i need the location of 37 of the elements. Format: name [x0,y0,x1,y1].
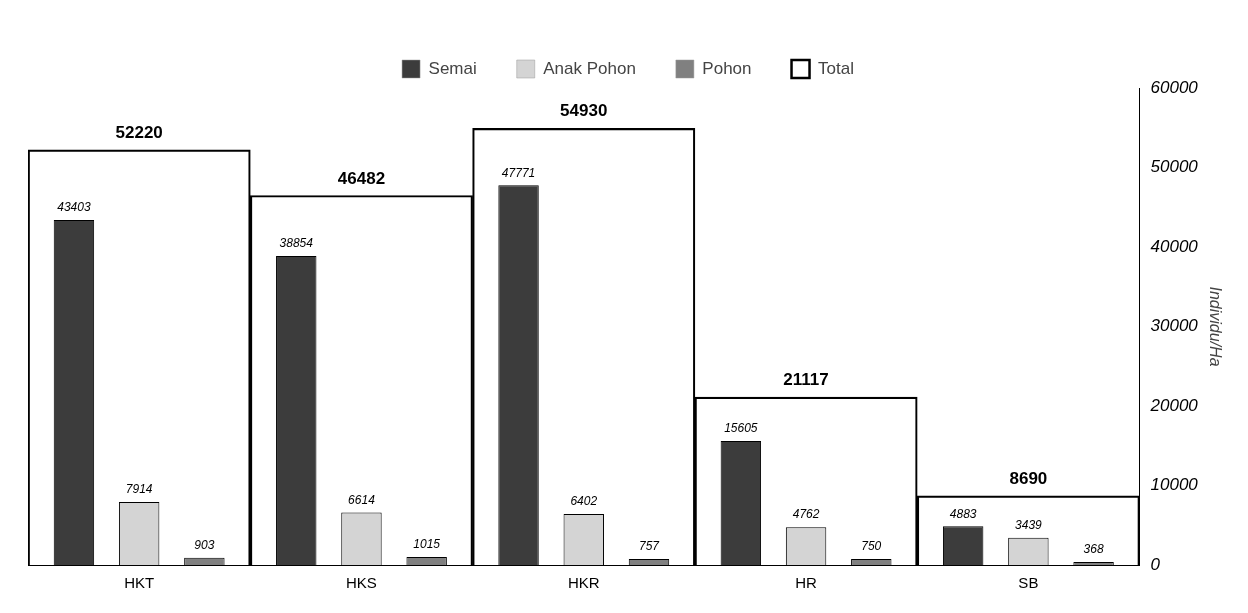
data-label: 1015 [413,537,441,552]
data-label: 47771 [501,165,536,180]
x-tick-label: SB [1018,574,1039,592]
data-label: 21117 [783,370,829,390]
data-label: 757 [638,539,661,554]
legend-label: Pohon [702,58,752,78]
legend-label: Semai [428,58,477,78]
legend-label: Anak Pohon [543,58,636,78]
data-label: 4762 [792,507,820,522]
data-label: 46482 [337,168,386,188]
y-axis-title: Individu/Ha [1206,286,1224,367]
data-label: 52220 [115,123,163,143]
data-label: 6614 [348,492,376,507]
x-tick-label: HKR [567,574,600,592]
x-tick-label: HKT [124,574,155,592]
y-tick-label: 50000 [1150,157,1199,177]
data-label: 43403 [57,200,91,215]
data-label: 368 [1083,542,1104,557]
data-label: 3439 [1015,518,1043,532]
data-label: 54930 [560,101,608,121]
y-tick-label: 0 [1150,554,1161,574]
data-label: 750 [861,539,882,554]
x-tick-label: HKS [346,574,377,592]
y-tick-label: 20000 [1149,395,1199,415]
y-tick-label: 40000 [1150,236,1199,256]
x-tick-label: HR [795,574,818,592]
data-label: 7914 [125,482,153,497]
y-tick-label: 10000 [1150,475,1199,495]
data-label: 8690 [1009,469,1048,489]
legend-label: Total [818,58,854,78]
data-label: 38854 [279,236,314,251]
data-label: 15605 [724,421,758,436]
y-tick-label: 60000 [1150,77,1199,97]
data-label: 903 [194,538,215,553]
y-tick-label: 30000 [1150,316,1199,336]
data-label: 4883 [949,506,977,521]
data-label: 6402 [570,494,598,509]
